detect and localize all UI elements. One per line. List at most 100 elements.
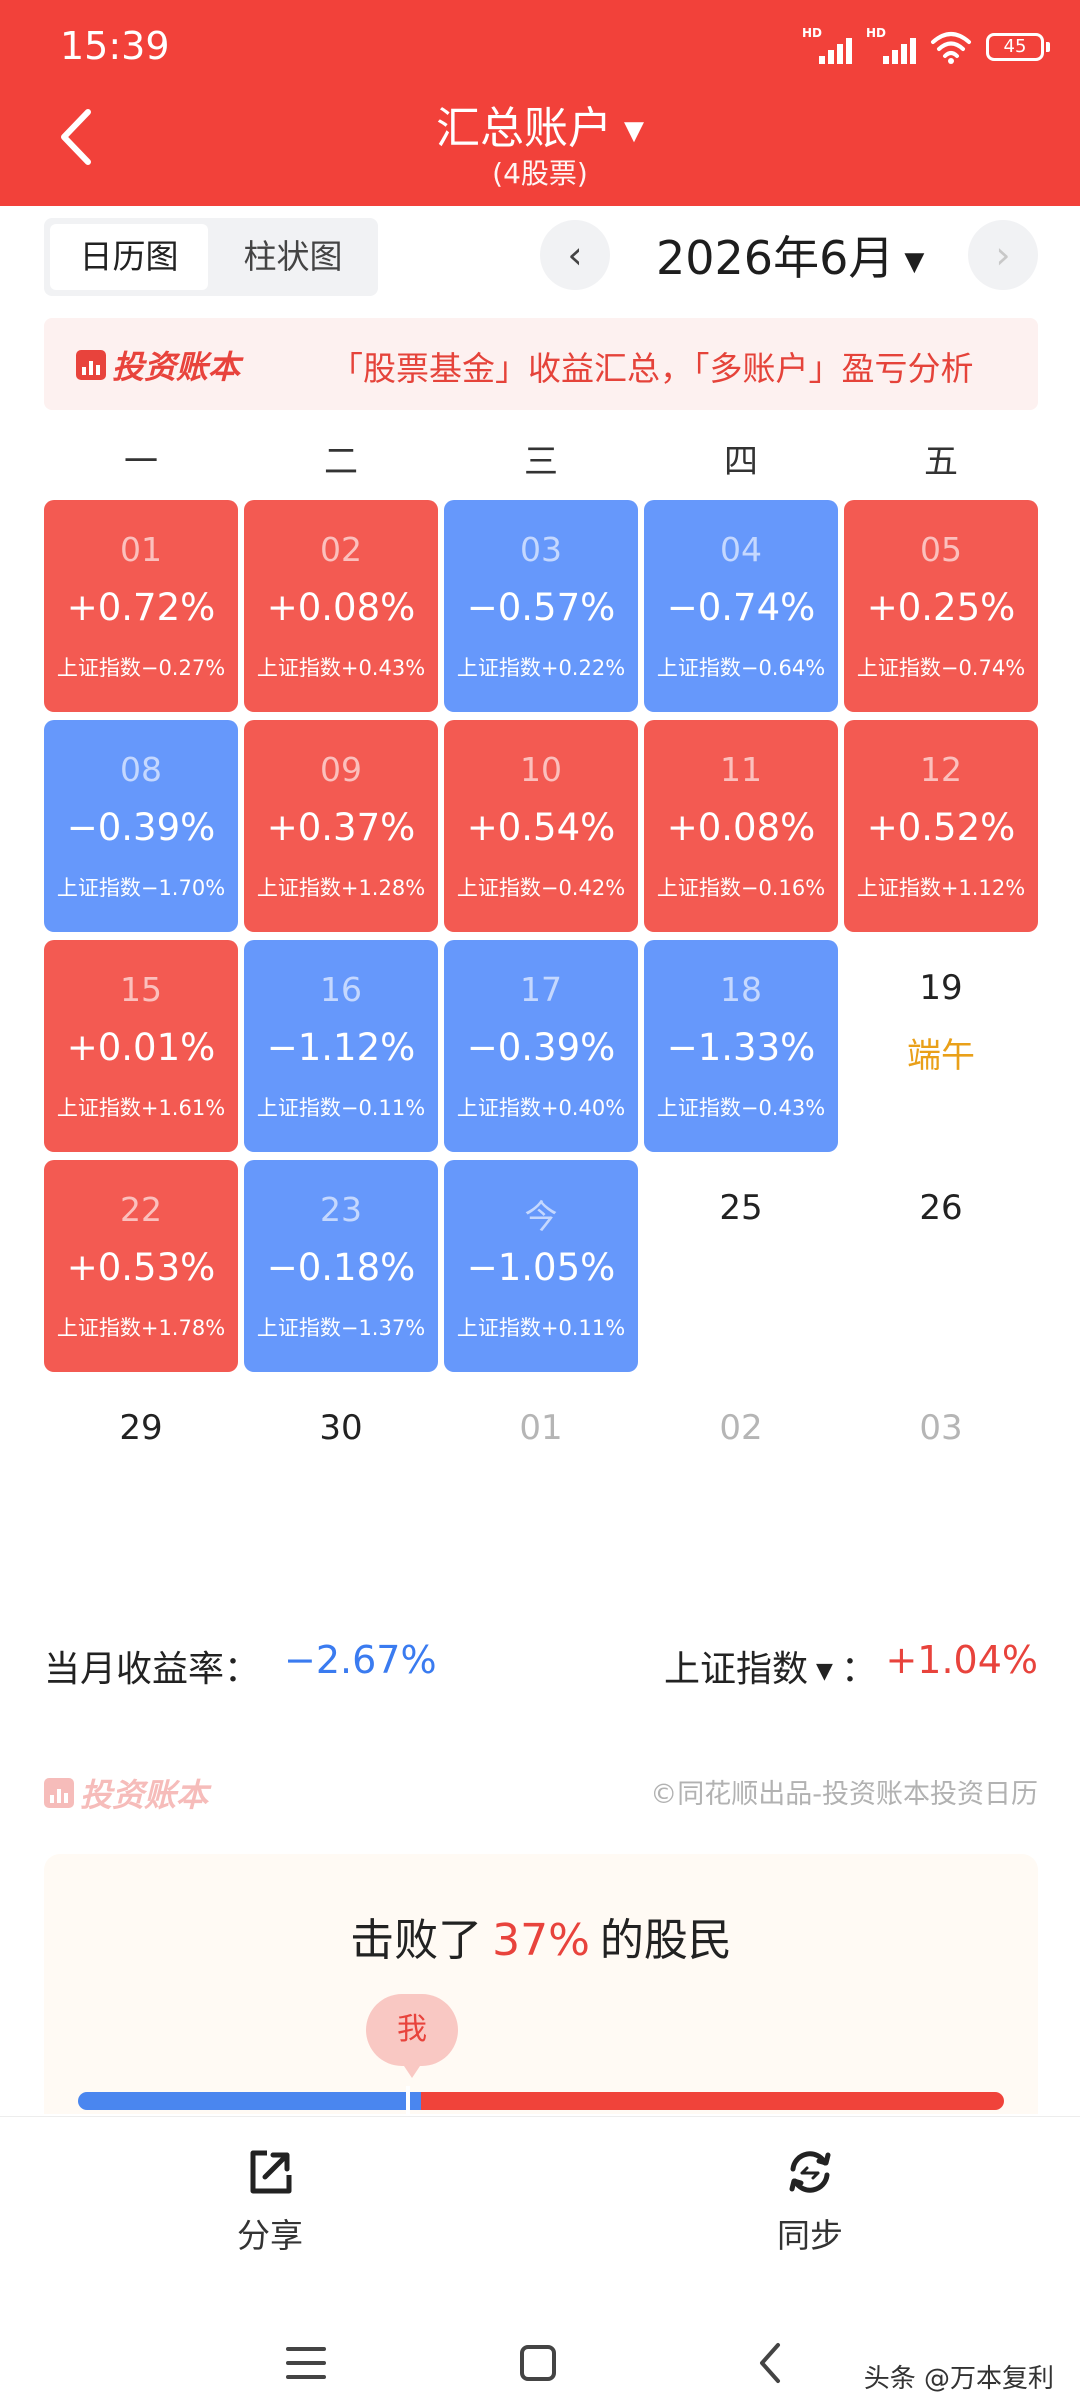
back-icon[interactable] (742, 2333, 802, 2393)
watermark: 头条 @万本复利 (863, 2364, 1054, 2394)
day-return: +0.72% (66, 586, 216, 629)
calendar-day-cell[interactable]: 18 −1.33% 上证指数−0.43% (644, 940, 838, 1152)
calendar-day-cell[interactable]: 16 −1.12% 上证指数−0.11% (244, 940, 438, 1152)
day-number: 12 (920, 750, 962, 789)
day-number: 15 (120, 970, 162, 1009)
day-return: +0.25% (866, 586, 1016, 629)
ledger-logo-icon (76, 350, 106, 380)
calendar-day-cell[interactable]: 01 +0.72% 上证指数−0.27% (44, 500, 238, 712)
calendar-day[interactable]: 25 (719, 1188, 763, 1228)
calendar-day-cell[interactable]: 03 −0.57% 上证指数+0.22% (444, 500, 638, 712)
day-return: −1.33% (666, 1026, 816, 1069)
calendar-day-cell[interactable]: 08 −0.39% 上证指数−1.70% (44, 720, 238, 932)
day-index-change: 上证指数+1.28% (256, 876, 426, 900)
footer-credit: ©同花顺出品-投资账本投资日历 (650, 1779, 1038, 1810)
benchmark-return-value: +1.04% (885, 1638, 1038, 1682)
signal-icon: HD (866, 26, 916, 64)
day-number: 16 (320, 970, 362, 1009)
day-index-change: 上证指数+1.12% (856, 876, 1026, 900)
weekday-label: 四 (724, 442, 758, 482)
month-selector[interactable]: 2026年6月 ▼ (656, 222, 924, 288)
calendar-day-cell[interactable]: 11 +0.08% 上证指数−0.16% (644, 720, 838, 932)
banner-text: 「股票基金」收益汇总，「多账户」盈亏分析 (330, 349, 974, 388)
day-return: +0.08% (266, 586, 416, 629)
calendar-day[interactable]: 29 (119, 1408, 163, 1448)
next-month-day[interactable]: 02 (719, 1408, 763, 1448)
wifi-icon (931, 32, 971, 64)
day-return: +0.53% (66, 1246, 216, 1289)
calendar-day-cell[interactable]: 09 +0.37% 上证指数+1.28% (244, 720, 438, 932)
calendar-day-cell[interactable]: 23 −0.18% 上证指数−1.37% (244, 1160, 438, 1372)
next-month-day[interactable]: 03 (919, 1408, 963, 1448)
day-index-change: 上证指数−0.11% (256, 1096, 426, 1120)
day-return: +0.52% (866, 806, 1016, 849)
day-number: 05 (920, 530, 962, 569)
day-number: 今 (524, 1197, 558, 1236)
ranking-title: 击败了 37% 的股民 (350, 1915, 732, 1966)
footer-logo: 投资账本 (44, 1770, 208, 1816)
day-return: +0.08% (666, 806, 816, 849)
share-button[interactable]: 分享 (190, 2147, 350, 2257)
day-return: −1.12% (266, 1026, 416, 1069)
view-toggle: 日历图 柱状图 (44, 218, 378, 296)
day-return: +0.01% (66, 1026, 216, 1069)
calendar-day-cell[interactable]: 10 +0.54% 上证指数−0.42% (444, 720, 638, 932)
caret-down-icon: ▼ (624, 116, 644, 146)
status-time: 15:39 (60, 24, 170, 68)
ranking-bar (78, 2092, 1004, 2110)
calendar-day-cell[interactable]: 15 +0.01% 上证指数+1.61% (44, 940, 238, 1152)
day-return: −0.18% (266, 1246, 416, 1289)
weekday-label: 三 (524, 442, 558, 482)
day-number: 17 (520, 970, 562, 1009)
day-number: 01 (120, 530, 162, 569)
day-number: 22 (120, 1190, 162, 1229)
calendar-day-cell[interactable]: 12 +0.52% 上证指数+1.12% (844, 720, 1038, 932)
signal-icon: HD (802, 26, 852, 64)
share-label: 分享 (237, 2216, 303, 2255)
prev-month-button[interactable]: ‹ (540, 220, 610, 290)
calendar-day-cell[interactable]: 17 −0.39% 上证指数+0.40% (444, 940, 638, 1152)
header: 15:39 HD HD 45 汇总账户 ▼ (4股票) (0, 0, 1080, 206)
calendar-day-cell[interactable]: 02 +0.08% 上证指数+0.43% (244, 500, 438, 712)
holiday-label: 端午 (907, 1036, 975, 1076)
home-icon[interactable] (508, 2333, 568, 2393)
sync-button[interactable]: 同步 (730, 2147, 890, 2257)
back-arrow-icon[interactable] (54, 102, 100, 172)
day-number: 10 (520, 750, 562, 789)
tab-calendar-view[interactable]: 日历图 (50, 224, 208, 290)
day-number: 11 (720, 750, 762, 789)
day-return: −0.57% (466, 586, 616, 629)
calendar-day-cell[interactable]: 今 −1.05% 上证指数+0.11% (444, 1160, 638, 1372)
day-index-change: 上证指数−0.64% (656, 656, 826, 680)
weekday-label: 二 (324, 442, 358, 482)
day-index-change: 上证指数−0.74% (856, 656, 1026, 680)
day-number: 03 (520, 530, 562, 569)
day-index-change: 上证指数−1.37% (256, 1316, 426, 1340)
day-return: +0.37% (266, 806, 416, 849)
promo-banner[interactable]: 投资账本 「股票基金」收益汇总，「多账户」盈亏分析 (44, 318, 1038, 410)
account-selector[interactable]: 汇总账户 ▼ (0, 92, 1080, 156)
calendar-day-cell[interactable]: 05 +0.25% 上证指数−0.74% (844, 500, 1038, 712)
day-return: −1.05% (466, 1246, 616, 1289)
calendar-day[interactable]: 30 (319, 1408, 363, 1448)
month-label: 2026年6月 (656, 231, 895, 285)
menu-icon[interactable] (276, 2333, 336, 2393)
next-month-day[interactable]: 01 (519, 1408, 563, 1448)
day-return: −0.39% (66, 806, 216, 849)
calendar-day-cell[interactable]: 04 −0.74% 上证指数−0.64% (644, 500, 838, 712)
banner-logo: 投资账本 (76, 342, 240, 388)
ledger-logo-icon (44, 1778, 74, 1808)
calendar-day-cell[interactable]: 22 +0.53% 上证指数+1.78% (44, 1160, 238, 1372)
next-month-button[interactable]: › (968, 220, 1038, 290)
caret-down-icon: ▼ (904, 246, 925, 277)
month-return-label: 当月收益率： (44, 1649, 261, 1690)
share-icon (250, 2150, 292, 2194)
weekday-label: 一 (124, 442, 158, 482)
calendar-day[interactable]: 26 (919, 1188, 963, 1228)
tab-bar-chart-view[interactable]: 柱状图 (243, 237, 343, 276)
day-number: 18 (720, 970, 762, 1009)
benchmark-selector[interactable]: 上证指数 ▼： (664, 1649, 877, 1690)
day-index-change: 上证指数+0.22% (456, 656, 626, 680)
weekday-label: 五 (924, 442, 958, 482)
calendar-day[interactable]: 19 (919, 968, 963, 1008)
